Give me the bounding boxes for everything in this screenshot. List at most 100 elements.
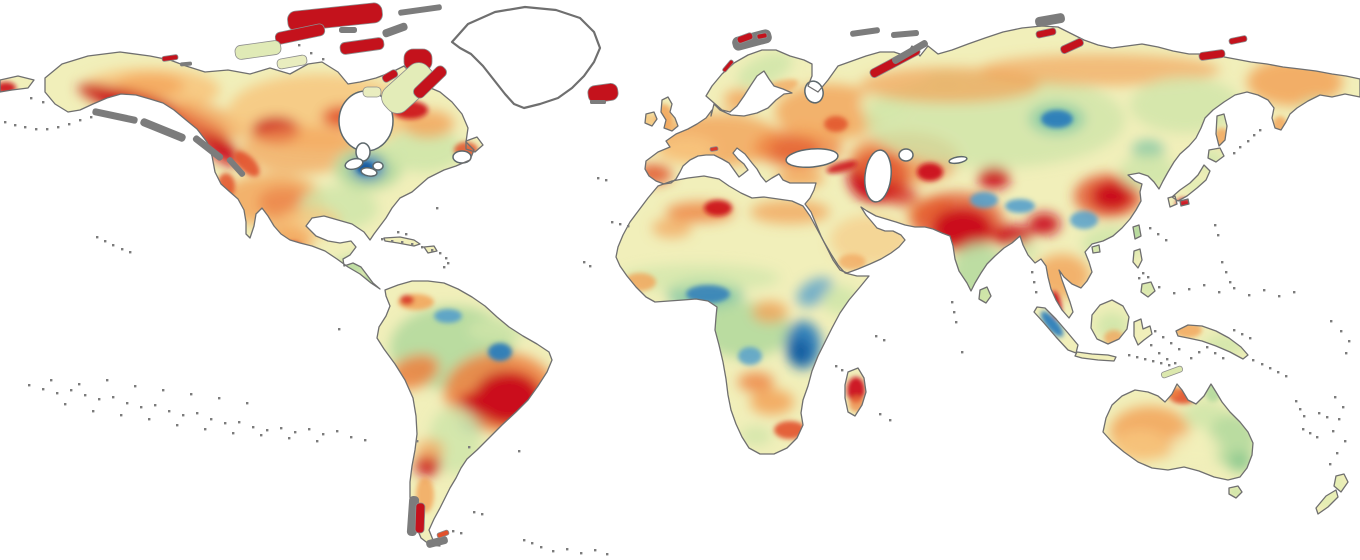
island-dot — [1188, 288, 1191, 291]
island-dot — [411, 243, 414, 246]
island-dot — [28, 384, 31, 387]
island-dot — [129, 251, 132, 254]
island-dot — [154, 404, 157, 407]
island-dot — [1316, 436, 1319, 439]
lake — [360, 167, 378, 177]
island-dot — [1173, 292, 1176, 295]
island-dot — [605, 179, 608, 182]
island-dot — [436, 207, 439, 210]
island-dot — [1031, 271, 1034, 274]
island-dot — [1198, 351, 1201, 354]
anomaly-blob — [752, 301, 788, 323]
island-dot — [835, 365, 838, 368]
island-dot — [1340, 330, 1343, 333]
island-dot — [594, 549, 597, 552]
island-dot — [1033, 281, 1036, 284]
island-dot — [1128, 354, 1131, 357]
island-dot — [204, 428, 207, 431]
island-dot — [445, 257, 448, 260]
anomaly-blob — [970, 192, 998, 208]
island-dot — [1247, 140, 1250, 143]
island-dot — [98, 398, 101, 401]
island-dot — [30, 97, 33, 100]
island-dot — [148, 418, 151, 421]
no-data-island — [140, 118, 186, 142]
island-dot — [883, 339, 886, 342]
island-dot — [953, 311, 956, 314]
anomaly-blob — [400, 295, 414, 305]
no-data-island — [192, 135, 224, 161]
anomaly-blob — [917, 163, 943, 181]
island-dot — [1326, 416, 1329, 419]
island-dot — [4, 121, 7, 124]
island-dot — [1303, 415, 1306, 418]
island-dot — [1318, 412, 1321, 415]
island-dot — [416, 440, 419, 443]
island-dot — [57, 126, 60, 129]
island-dot — [70, 389, 73, 392]
no-data-island — [709, 146, 719, 152]
no-data-island — [891, 29, 919, 39]
island-dot — [140, 406, 143, 409]
island-dot — [583, 261, 586, 264]
island-dot — [405, 233, 408, 236]
island-dot — [308, 428, 311, 431]
lake — [948, 155, 968, 165]
island-dot — [566, 548, 569, 551]
island-dot — [1329, 463, 1332, 466]
island-dot — [431, 249, 434, 252]
island-dot — [246, 402, 249, 405]
island-dot — [1190, 357, 1193, 360]
anomaly-blob — [458, 391, 498, 415]
island-dot — [168, 410, 171, 413]
island-dot — [252, 426, 255, 429]
island-dot — [338, 328, 341, 331]
island-dot — [190, 393, 193, 396]
island-dot — [1162, 336, 1165, 339]
anomaly-blob — [429, 406, 481, 474]
anomaly-blob — [416, 439, 444, 461]
island-dot — [1144, 358, 1147, 361]
island-dot — [1299, 408, 1302, 411]
island-dot — [1152, 360, 1155, 363]
island-dot — [1149, 227, 1152, 230]
island-dot — [35, 128, 38, 131]
lake — [898, 148, 914, 162]
small-island-dot-layer — [4, 44, 1351, 556]
island-dot — [1344, 440, 1347, 443]
island-dot — [1302, 428, 1305, 431]
island-dot — [391, 240, 394, 243]
anomaly-blob — [738, 347, 762, 365]
no-data-island — [1035, 13, 1065, 27]
island-dot — [120, 414, 123, 417]
island-dot — [1166, 358, 1169, 361]
island-dot — [1278, 295, 1281, 298]
island-dot — [266, 429, 269, 432]
anomaly-blob — [652, 218, 692, 238]
no-data-island — [1228, 35, 1248, 45]
no-data-island — [381, 62, 435, 114]
island-dot — [1332, 430, 1335, 433]
no-data-island — [590, 100, 606, 104]
island-dot — [1263, 289, 1266, 292]
island-dot — [540, 546, 543, 549]
island-dot — [518, 450, 521, 453]
island-dot — [68, 123, 71, 126]
island-dot — [589, 265, 592, 268]
lake — [864, 149, 892, 203]
island-dot — [531, 542, 534, 545]
island-dot — [310, 52, 313, 55]
anomaly-blob — [738, 372, 774, 392]
island-dot — [481, 513, 484, 516]
island-dot — [162, 389, 165, 392]
anomaly-blob — [1005, 199, 1035, 213]
island-dot — [1336, 452, 1339, 455]
anomaly-blob — [838, 254, 866, 270]
island-dot — [1252, 359, 1255, 362]
island-dot — [350, 436, 353, 439]
island-dot — [92, 410, 95, 413]
island-dot — [1338, 418, 1341, 421]
no-data-island — [339, 27, 357, 33]
island-dot — [1160, 362, 1163, 365]
